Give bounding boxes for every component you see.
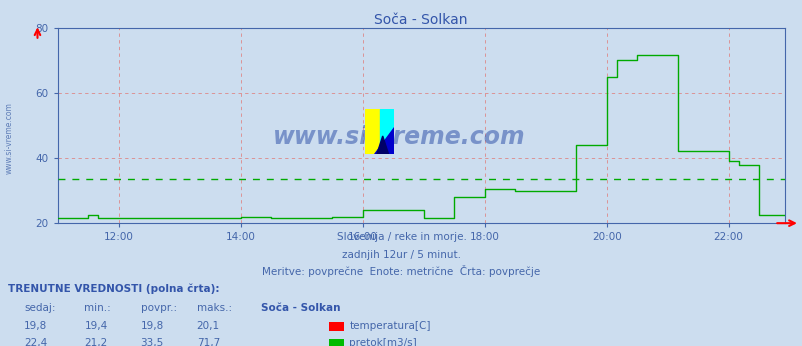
Text: 19,4: 19,4 bbox=[84, 321, 107, 331]
Bar bbox=[365, 109, 379, 154]
Text: Slovenija / reke in morje.: Slovenija / reke in morje. bbox=[336, 233, 466, 243]
Text: maks.:: maks.: bbox=[196, 303, 232, 313]
Text: zadnjih 12ur / 5 minut.: zadnjih 12ur / 5 minut. bbox=[342, 250, 460, 260]
Title: Soča - Solkan: Soča - Solkan bbox=[374, 12, 468, 27]
Text: 22,4: 22,4 bbox=[24, 338, 47, 346]
Text: Meritve: povprečne  Enote: metrične  Črta: povprečje: Meritve: povprečne Enote: metrične Črta:… bbox=[262, 265, 540, 277]
Text: pretok[m3/s]: pretok[m3/s] bbox=[349, 338, 416, 346]
Text: sedaj:: sedaj: bbox=[24, 303, 55, 313]
Text: min.:: min.: bbox=[84, 303, 111, 313]
Text: 19,8: 19,8 bbox=[140, 321, 164, 331]
Text: povpr.:: povpr.: bbox=[140, 303, 176, 313]
Text: 20,1: 20,1 bbox=[196, 321, 220, 331]
Text: 33,5: 33,5 bbox=[140, 338, 164, 346]
Text: 19,8: 19,8 bbox=[24, 321, 47, 331]
Text: Soča - Solkan: Soča - Solkan bbox=[261, 303, 340, 313]
Polygon shape bbox=[376, 136, 388, 154]
Text: www.si-vreme.com: www.si-vreme.com bbox=[5, 102, 14, 174]
Text: TRENUTNE VREDNOSTI (polna črta):: TRENUTNE VREDNOSTI (polna črta): bbox=[8, 284, 219, 294]
Text: www.si-vreme.com: www.si-vreme.com bbox=[273, 125, 525, 149]
Text: 21,2: 21,2 bbox=[84, 338, 107, 346]
Polygon shape bbox=[374, 127, 394, 154]
Bar bbox=[379, 109, 394, 154]
Text: temperatura[C]: temperatura[C] bbox=[349, 321, 430, 331]
Text: 71,7: 71,7 bbox=[196, 338, 220, 346]
